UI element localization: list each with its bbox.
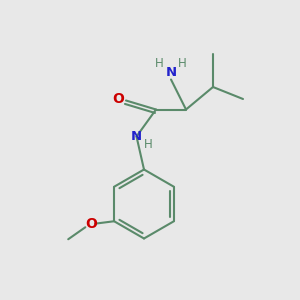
Text: H: H [178,56,187,70]
Text: H: H [143,138,152,152]
Text: O: O [85,217,97,231]
Text: H: H [155,56,164,70]
Text: N: N [131,130,142,143]
Text: N: N [165,66,177,80]
Text: O: O [112,92,124,106]
